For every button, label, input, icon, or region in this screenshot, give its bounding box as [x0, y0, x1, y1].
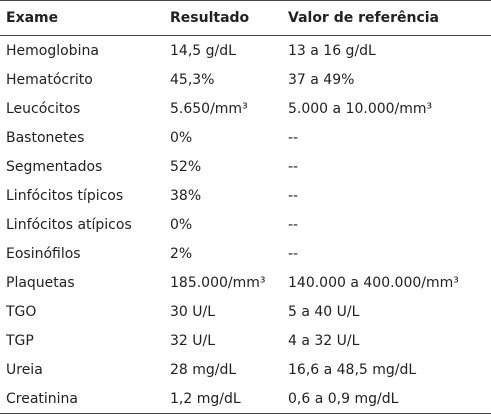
table-cell: Ureia — [6, 361, 43, 378]
table-cell: 45,3% — [170, 71, 215, 88]
table-row: Linfócitos atípicos 0% -- — [0, 210, 491, 239]
table-cell: Segmentados — [6, 158, 103, 175]
table-cell: Linfócitos típicos — [6, 187, 124, 204]
table-row: Linfócitos típicos 38% -- — [0, 181, 491, 210]
table-cell: 0% — [170, 129, 193, 146]
table-row: TGO 30 U/L 5 a 40 U/L — [0, 297, 491, 326]
table-cell: 2% — [170, 245, 193, 262]
table-cell: 28 mg/dL — [170, 361, 237, 378]
table-cell: -- — [288, 216, 299, 233]
table-cell: 140.000 a 400.000/mm³ — [288, 274, 459, 291]
header-cell: Exame — [0, 0, 164, 36]
table-cell: 5 a 40 U/L — [288, 303, 360, 320]
table-cell: Leucócitos — [6, 100, 81, 117]
table-cell: 30 U/L — [170, 303, 216, 320]
table-cell: 13 a 16 g/dL — [288, 42, 376, 59]
table-row: Hematócrito 45,3% 37 a 49% — [0, 65, 491, 94]
table-cell: Plaquetas — [6, 274, 75, 291]
table-cell: TGO — [6, 303, 37, 320]
table-cell: 0,6 a 0,9 mg/dL — [282, 384, 491, 414]
table-row: TGP 32 U/L 4 a 32 U/L — [0, 326, 491, 355]
table-row: Bastonetes 0% -- — [0, 123, 491, 152]
table-cell: Bastonetes — [6, 129, 85, 146]
header-cell: Resultado — [164, 0, 282, 36]
table-cell: Linfócitos atípicos — [6, 216, 132, 233]
table-cell: 38% — [170, 187, 202, 204]
table-cell: Hematócrito — [6, 71, 93, 88]
table-cell: 0% — [170, 216, 193, 233]
table-row: Eosinófilos 2% -- — [0, 239, 491, 268]
table-cell: 5.650/mm³ — [170, 100, 248, 117]
table-row: Plaquetas 185.000/mm³ 140.000 a 400.000/mm… — [0, 268, 491, 297]
table-cell: Creatinina — [0, 384, 164, 414]
table-row: Hemoglobina 14,5 g/dL 13 a 16 g/dL — [0, 36, 491, 66]
table-cell: TGP — [6, 332, 34, 349]
table-cell: 16,6 a 48,5 mg/dL — [288, 361, 417, 378]
table-cell: 52% — [170, 158, 202, 175]
header-cell: Valor de referência — [282, 0, 491, 36]
table-row: Segmentados 52% -- — [0, 152, 491, 181]
table-cell: 185.000/mm³ — [170, 274, 266, 291]
table-cell: Eosinófilos — [6, 245, 81, 262]
table-cell: 4 a 32 U/L — [288, 332, 360, 349]
header-row: Exame Resultado Valor de referência — [0, 0, 491, 36]
table-cell: 1,2 mg/dL — [164, 384, 282, 414]
table-row: Ureia 28 mg/dL 16,6 a 48,5 mg/dL — [0, 355, 491, 384]
table-cell: -- — [288, 129, 299, 146]
table-cell: 32 U/L — [170, 332, 216, 349]
table-row: Leucócitos 5.650/mm³ 5.000 a 10.000/mm³ — [0, 94, 491, 123]
table-cell: -- — [288, 245, 299, 262]
table-cell: 5.000 a 10.000/mm³ — [288, 100, 433, 117]
table-row: Creatinina 1,2 mg/dL 0,6 a 0,9 mg/dL — [0, 384, 491, 414]
table-cell: -- — [288, 187, 299, 204]
table-cell: 37 a 49% — [288, 71, 355, 88]
table-cell: -- — [288, 158, 299, 175]
table-cell: 14,5 g/dL — [170, 42, 236, 59]
table-cell: Hemoglobina — [6, 42, 99, 59]
